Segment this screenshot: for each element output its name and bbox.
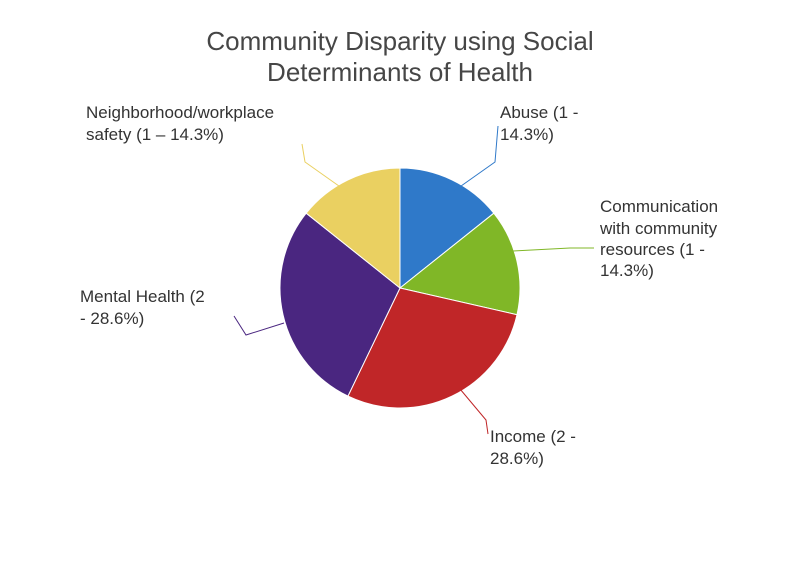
slice-label: Abuse (1 -14.3%)	[500, 102, 630, 145]
chart-title-line1: Community Disparity using Social	[206, 26, 593, 56]
chart-title-line2: Determinants of Health	[267, 57, 533, 87]
slice-label: Mental Health (2- 28.6%)	[80, 286, 240, 329]
leader-line	[513, 248, 594, 251]
slice-label: Neighborhood/workplacesafety (1 – 14.3%)	[86, 102, 326, 145]
slice-label: Communicationwith communityresources (1 …	[600, 196, 760, 281]
slice-label: Income (2 -28.6%)	[490, 426, 620, 469]
pie-chart-area: Abuse (1 -14.3%) Communicationwith commun…	[0, 88, 800, 548]
leader-line	[234, 316, 284, 335]
leader-line	[454, 126, 498, 191]
chart-title: Community Disparity using Social Determi…	[0, 26, 800, 88]
